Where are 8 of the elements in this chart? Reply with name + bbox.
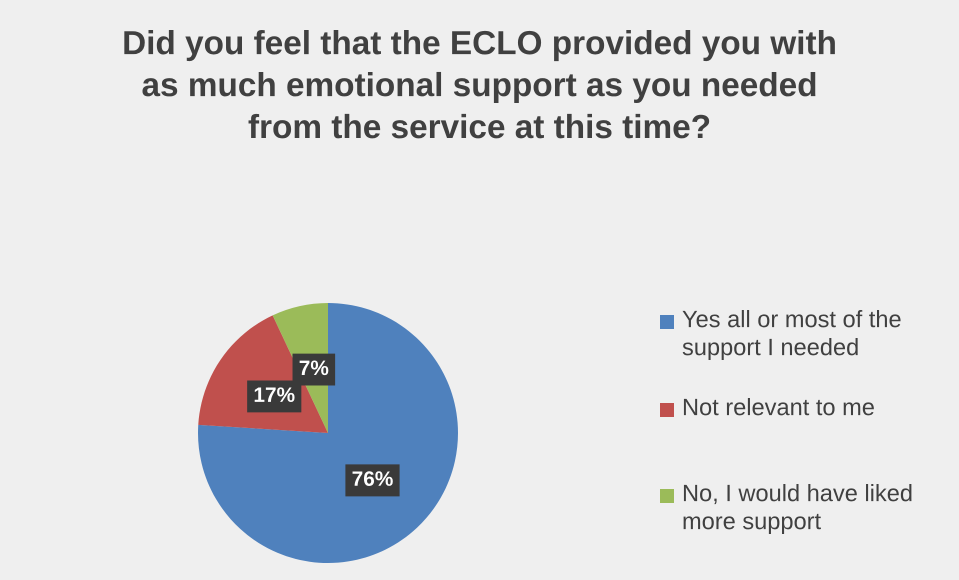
legend-label: Not relevant to me: [684, 398, 874, 416]
legend-label: No, I would have liked more support: [684, 484, 912, 534]
legend-label: Yes all or most of the support I needed: [682, 310, 901, 360]
data-label: 76%: [352, 471, 393, 486]
pie-slice: [198, 303, 458, 563]
data-label: 17%: [254, 387, 295, 402]
chart-title: Did you feel that the ECLO provided you with as much emotional support as you needed from the service at this time?: [124, 30, 835, 138]
data-label: 7%: [300, 360, 328, 376]
